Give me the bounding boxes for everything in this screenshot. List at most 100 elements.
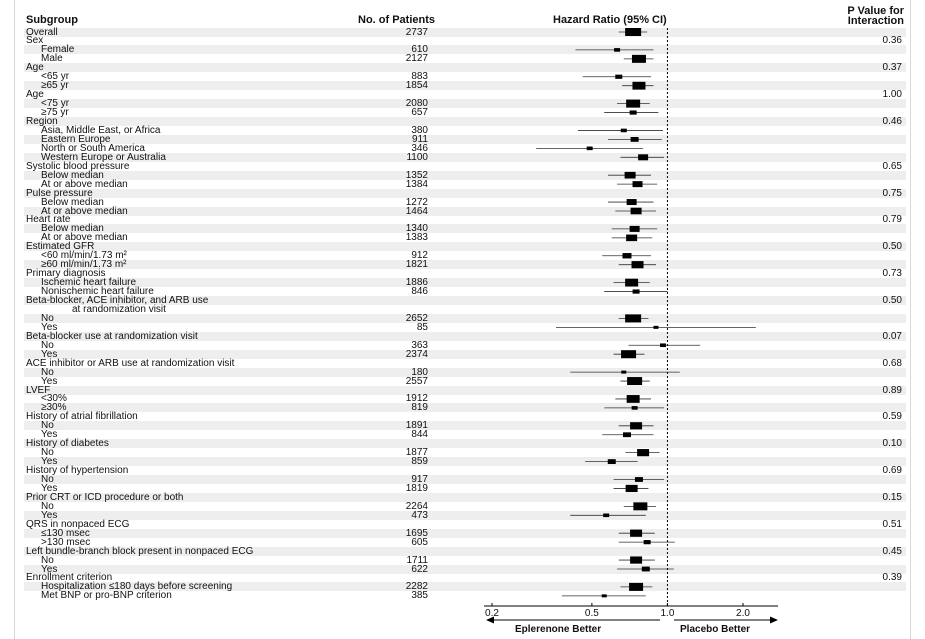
hazard-ratio-marker [630, 556, 643, 564]
interaction-p-value: 0.50 [882, 295, 902, 306]
subgroup-label: Yes [41, 563, 58, 575]
subgroup-label: <65 yr [41, 71, 70, 83]
patient-count: 610 [411, 44, 428, 56]
subgroup-label: Primary diagnosis [26, 268, 106, 280]
table-row: History of atrial fibrillation 0.59 [24, 411, 906, 423]
patient-count: 363 [411, 339, 428, 351]
patient-count: 2737 [405, 26, 428, 38]
hazard-ratio-marker [632, 289, 640, 294]
interaction-p-value: 0.39 [882, 572, 902, 584]
subgroup-label: Beta-blocker, ACE inhibitor, and ARB use [26, 295, 209, 306]
patient-count: 1272 [405, 196, 428, 208]
interaction-p-value: 0.15 [882, 491, 902, 503]
subgroup-label: Western Europe or Australia [41, 151, 166, 163]
table-row: LVEF 0.89 [24, 384, 906, 396]
subgroup-label: No [41, 420, 54, 432]
patient-count: 1819 [405, 482, 428, 494]
table-row: Enrollment criterion 0.39 [24, 572, 906, 584]
header-patients: No. of Patients [358, 14, 436, 26]
table-row: ≤130 msec 1695 [24, 527, 906, 539]
subgroup-label: No [41, 312, 54, 324]
subgroup-label: LVEF [26, 384, 51, 396]
subgroup-label: Yes [41, 456, 58, 468]
interaction-p-value: 0.68 [882, 357, 902, 369]
subgroup-label: History of atrial fibrillation [26, 411, 138, 423]
hazard-ratio-marker [627, 377, 643, 386]
hazard-ratio-marker [632, 181, 643, 188]
interaction-p-value: 0.51 [882, 518, 902, 530]
table-row: Yes 859 [24, 456, 906, 468]
table-row: Beta-blocker use at randomization visit 0… [24, 330, 906, 342]
table-row: Left bundle-branch block present in nonp… [24, 545, 906, 557]
subgroup-label: Prior CRT or ICD procedure or both [26, 491, 184, 503]
patient-count: 2127 [405, 53, 428, 65]
table-row: At or above median 1383 [24, 232, 906, 244]
subgroup-label: At or above median [41, 205, 128, 217]
interaction-p-value: 0.36 [882, 35, 902, 47]
table-row: Heart rate 0.79 [24, 214, 906, 225]
table-row: Yes 1819 [24, 482, 906, 494]
patient-count: 2652 [405, 312, 428, 324]
patient-count: 819 [411, 402, 428, 414]
subgroup-label: Ischemic heart failure [41, 277, 137, 289]
patient-count: 85 [416, 321, 428, 333]
subgroup-label: History of diabetes [26, 438, 109, 450]
interaction-p-value: 0.45 [882, 545, 902, 557]
interaction-p-value: 0.07 [882, 330, 902, 342]
subgroup-label: Beta-blocker use at randomization visit [26, 330, 198, 342]
x-tick-label: 1.0 [660, 608, 674, 619]
subgroup-label: At or above median [41, 178, 128, 190]
hazard-ratio-marker [622, 253, 632, 259]
hazard-ratio-marker [626, 199, 637, 206]
table-row: Nonischemic heart failure 846 [24, 286, 906, 298]
subgroup-label: Systolic blood pressure [26, 160, 130, 172]
subgroup-label: Yes [41, 429, 58, 441]
hazard-ratio-marker [633, 502, 648, 511]
hazard-ratio-marker [625, 484, 638, 493]
patient-count: 1383 [405, 232, 428, 244]
table-row: No 1877 [24, 447, 906, 459]
x-tick-label: 0.2 [485, 608, 499, 619]
subgroup-label: Nonischemic heart failure [41, 286, 154, 298]
hazard-ratio-marker [630, 422, 643, 430]
hazard-ratio-marker [615, 74, 623, 79]
subgroup-label: Below median [41, 196, 104, 208]
hazard-ratio-marker [624, 171, 636, 179]
patient-count: 2374 [405, 348, 428, 360]
subgroup-label: Yes [41, 321, 58, 333]
hazard-ratio-marker [625, 28, 642, 36]
hazard-ratio-marker [659, 343, 666, 348]
hazard-ratio-marker [638, 154, 649, 161]
subgroup-label: No [41, 554, 54, 566]
header-hazard-ratio: Hazard Ratio (95% CI) [553, 14, 667, 26]
patient-count: 385 [411, 590, 428, 602]
hazard-ratio-marker [629, 582, 644, 591]
subgroup-label: <75 yr [41, 98, 70, 110]
subgroup-label: >130 msec [41, 536, 91, 548]
subgroup-label: No [41, 366, 54, 378]
table-row: Yes 85 [24, 321, 906, 333]
hazard-ratio-marker [626, 234, 638, 242]
hazard-ratio-marker [630, 137, 639, 142]
subgroup-label: ≤130 msec [41, 527, 90, 539]
table-row: Below median 1272 [24, 196, 906, 208]
hazard-ratio-marker [629, 110, 637, 115]
hazard-ratio-marker [626, 395, 640, 403]
hazard-ratio-marker [621, 370, 627, 374]
subgroup-label: Male [41, 53, 63, 65]
interaction-p-value: 0.37 [882, 62, 902, 74]
interaction-p-value: 0.69 [882, 465, 902, 477]
patient-count: 1877 [405, 447, 428, 459]
subgroup-label: Hospitalization ≤180 days before screeni… [41, 581, 233, 593]
subgroup-label: Sex [26, 35, 44, 47]
table-row: at randomization visit [24, 304, 906, 315]
left-arrow-icon [486, 616, 494, 624]
placebo-better-label: Placebo Better [680, 624, 751, 635]
subgroup-label: ≥75 yr [41, 107, 69, 119]
patient-count: 1340 [405, 223, 428, 235]
subgroup-label: Yes [41, 509, 58, 521]
table-row: <65 yr 883 [24, 71, 906, 83]
interaction-p-value: 0.73 [882, 268, 902, 280]
table-row: Yes 2374 [24, 348, 906, 360]
hazard-ratio-marker [625, 314, 642, 323]
